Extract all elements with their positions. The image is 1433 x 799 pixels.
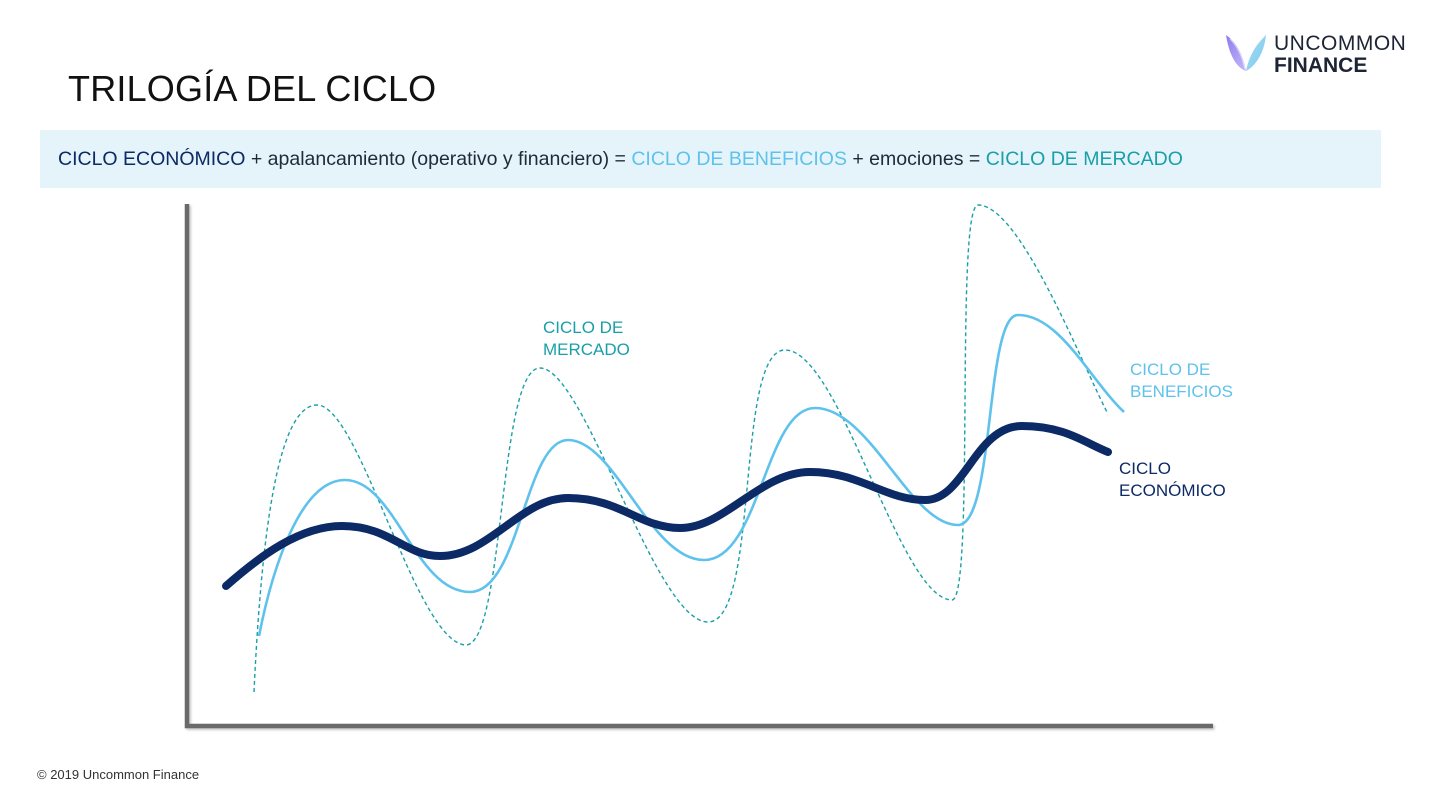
- label-ciclo-economico-line1: CICLO: [1119, 459, 1171, 478]
- label-ciclo-economico-line2: ECONÓMICO: [1119, 481, 1226, 500]
- formula-ciclo-economico: CICLO ECONÓMICO: [58, 147, 246, 170]
- formula-banner: CICLO ECONÓMICO + apalancamiento (operat…: [40, 130, 1381, 188]
- label-ciclo-mercado: CICLO DE MERCADO: [543, 317, 630, 361]
- chart-axes: [184, 204, 1213, 729]
- brand-logo: UNCOMMON FINANCE: [1222, 30, 1422, 78]
- butterfly-logo-icon: [1226, 35, 1266, 71]
- label-ciclo-beneficios: CICLO DE BENEFICIOS: [1130, 359, 1233, 403]
- formula-apalancamiento: + apalancamiento (operativo y financiero…: [245, 147, 632, 170]
- formula-emociones: + emociones =: [846, 147, 986, 170]
- label-ciclo-economico: CICLO ECONÓMICO: [1119, 458, 1226, 502]
- label-ciclo-mercado-line1: CICLO DE: [543, 318, 624, 337]
- ciclo-mercado-curve: [253, 204, 1109, 693]
- label-ciclo-beneficios-line1: CICLO DE: [1130, 360, 1211, 379]
- formula-ciclo-beneficios: CICLO DE BENEFICIOS: [631, 147, 847, 170]
- brand-name-line2: FINANCE: [1274, 53, 1368, 77]
- page-title: TRILOGÍA DEL CICLO: [68, 68, 437, 109]
- ciclo-economico-curve: [222, 421, 1112, 590]
- brand-name-line1: UNCOMMON: [1274, 31, 1407, 55]
- ciclo-beneficios-curve: [257, 313, 1125, 637]
- copyright-footer: © 2019 Uncommon Finance: [37, 767, 200, 782]
- formula-ciclo-mercado: CICLO DE MERCADO: [985, 147, 1183, 170]
- label-ciclo-mercado-line2: MERCADO: [543, 340, 630, 359]
- label-ciclo-beneficios-line2: BENEFICIOS: [1130, 382, 1233, 401]
